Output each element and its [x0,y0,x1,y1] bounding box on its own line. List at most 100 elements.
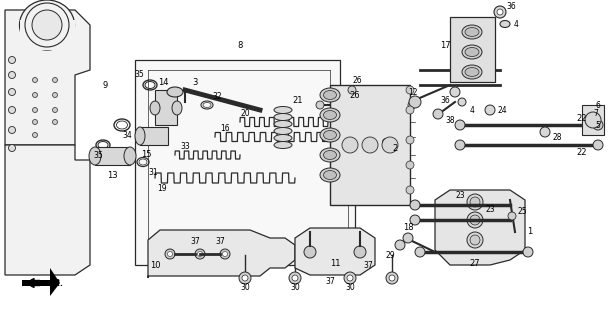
Text: 37: 37 [363,260,373,269]
Circle shape [433,109,443,119]
Ellipse shape [274,141,292,148]
Text: 33: 33 [180,141,190,150]
Circle shape [53,92,58,98]
Circle shape [32,132,37,138]
Ellipse shape [465,47,479,57]
Circle shape [389,275,395,281]
Circle shape [32,92,37,98]
Circle shape [347,275,353,281]
Text: 4: 4 [469,106,474,115]
Ellipse shape [89,147,101,165]
Text: 25: 25 [517,207,527,217]
Circle shape [410,215,420,225]
Text: 11: 11 [330,259,340,268]
Circle shape [593,120,603,130]
Text: 32: 32 [212,92,222,100]
Circle shape [523,247,533,257]
Circle shape [32,119,37,124]
Circle shape [32,108,37,113]
Text: 36: 36 [506,2,516,11]
Text: 12: 12 [408,87,418,97]
Circle shape [344,272,356,284]
Ellipse shape [167,87,183,97]
Circle shape [220,249,230,259]
Text: 1: 1 [528,228,532,236]
Circle shape [467,232,483,248]
Text: 10: 10 [150,260,160,269]
Circle shape [354,246,366,258]
Circle shape [410,200,420,210]
Circle shape [223,252,228,257]
Text: 17: 17 [439,41,450,50]
Circle shape [9,71,15,78]
Circle shape [585,112,601,128]
Text: 23: 23 [455,191,465,201]
Circle shape [406,86,414,94]
Ellipse shape [324,110,337,119]
Circle shape [362,137,378,153]
Text: 15: 15 [141,149,151,158]
Circle shape [382,139,389,146]
Polygon shape [5,10,90,145]
Circle shape [32,77,37,83]
Text: 2: 2 [392,143,398,153]
Text: 38: 38 [445,116,455,124]
Text: 27: 27 [469,259,480,268]
Circle shape [593,140,603,150]
Text: 3: 3 [192,77,198,86]
Ellipse shape [320,88,340,102]
Ellipse shape [274,107,292,114]
Text: 37: 37 [215,237,225,246]
Ellipse shape [20,0,75,50]
Circle shape [53,77,58,83]
Circle shape [470,215,480,225]
Circle shape [289,272,301,284]
Text: 30: 30 [345,284,355,292]
Circle shape [395,240,405,250]
Circle shape [168,252,173,257]
Ellipse shape [274,134,292,141]
Text: 26: 26 [352,76,362,84]
Text: 36: 36 [440,95,450,105]
Text: 18: 18 [403,223,413,233]
Text: 34: 34 [122,131,132,140]
Ellipse shape [274,114,292,121]
Circle shape [415,247,425,257]
Circle shape [409,96,421,108]
Circle shape [53,108,58,113]
Bar [155,90,177,125]
Ellipse shape [320,168,340,182]
Circle shape [382,137,398,153]
Text: 13: 13 [106,171,118,180]
Circle shape [540,127,550,137]
Circle shape [239,272,251,284]
Circle shape [342,137,358,153]
Text: 35: 35 [93,150,103,159]
Ellipse shape [324,131,337,140]
Circle shape [198,252,203,257]
Polygon shape [295,228,375,275]
Circle shape [9,145,15,151]
Text: 37: 37 [190,237,200,246]
Circle shape [497,9,503,15]
Ellipse shape [320,128,340,142]
Circle shape [485,105,495,115]
Circle shape [9,126,15,133]
Ellipse shape [324,91,337,100]
Text: FR.: FR. [50,278,64,287]
Circle shape [9,89,15,95]
Bar [140,127,168,145]
Ellipse shape [320,108,340,122]
FancyArrow shape [26,278,40,287]
Circle shape [470,235,480,245]
Text: FR.: FR. [44,280,57,286]
Circle shape [9,107,15,114]
Bar [20,20,75,50]
Ellipse shape [462,65,482,79]
Text: 30: 30 [290,284,300,292]
Circle shape [494,6,506,18]
Circle shape [165,249,175,259]
Polygon shape [5,145,90,275]
Polygon shape [22,268,60,296]
Circle shape [406,186,414,194]
